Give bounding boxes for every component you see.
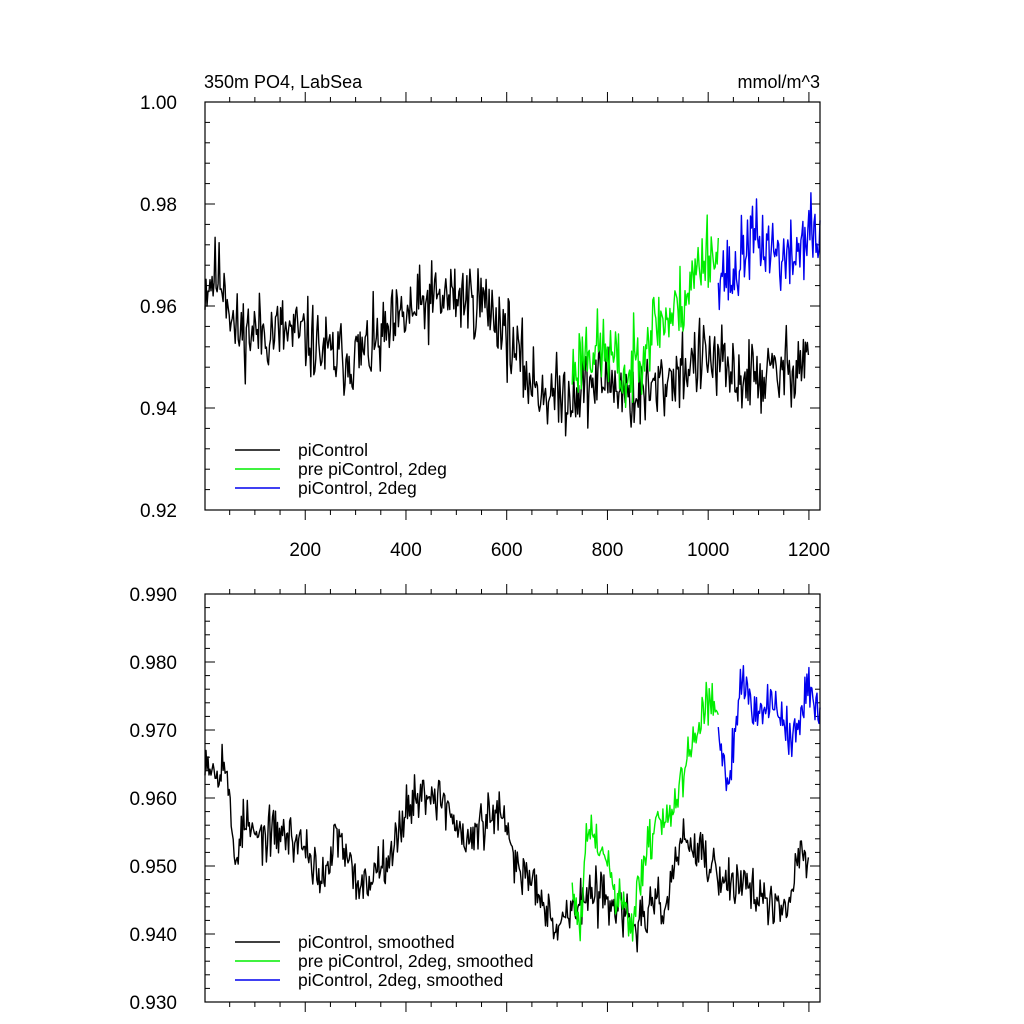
x-tick-label: 1200 (788, 540, 830, 561)
top-panel: 350m PO4, LabSea mmol/m^3 0.920.940.960.… (140, 72, 830, 561)
y-tick-label: 0.980 (129, 653, 177, 674)
series-line-pre-picontrol-2deg-smoothed (571, 681, 719, 942)
top-panel-series (204, 192, 821, 437)
series-line-picontrol-2deg (717, 192, 821, 311)
x-tick-label: 1000 (687, 540, 729, 561)
legend-label: piControl (298, 440, 368, 460)
y-tick-label: 0.990 (129, 585, 177, 606)
bottom-panel-series (204, 665, 821, 953)
legend-label: piControl, smoothed (298, 932, 455, 952)
legend-label: pre piControl, 2deg, smoothed (298, 951, 533, 971)
series-line-pre-picontrol-2deg (571, 214, 719, 409)
y-tick-label: 0.92 (140, 501, 177, 522)
bottom-panel: 0.930 0.940 0.950 0.960 0.970 0.980 0.990 piCo… (129, 584, 821, 1014)
y-tick-label: 0.950 (129, 857, 177, 878)
y-tick-label: 1.00 (140, 93, 177, 114)
top-panel-units: mmol/m^3 (738, 72, 820, 92)
bottom-panel-frame (204, 593, 821, 1003)
series-line-picontrol-2deg-smoothed (717, 665, 821, 792)
bottom-panel-axes: 0.930 0.940 0.950 0.960 0.970 0.980 0.990 (129, 584, 820, 1014)
top-panel-axes: 0.92 0.94 0.96 0.98 1.00 200 400 600 800 1000 1200 (140, 92, 830, 561)
x-tick-label: 800 (592, 540, 624, 561)
y-tick-label: 0.960 (129, 789, 177, 810)
x-tick-label: 400 (390, 540, 422, 561)
y-tick-label: 0.970 (129, 721, 177, 742)
top-panel-frame (204, 101, 821, 511)
y-tick-label: 0.98 (140, 195, 177, 216)
series-line-picontrol-smoothed (204, 743, 810, 953)
x-tick-label: 600 (491, 540, 523, 561)
legend-label: piControl, 2deg (298, 478, 417, 498)
y-tick-label: 0.94 (140, 399, 177, 420)
legend-label: piControl, 2deg, smoothed (298, 970, 503, 990)
y-tick-label: 0.940 (129, 925, 177, 946)
y-tick-label: 0.930 (129, 993, 177, 1014)
legend-label: pre piControl, 2deg (298, 459, 447, 479)
series-line-picontrol (204, 236, 810, 437)
top-panel-title: 350m PO4, LabSea (204, 72, 363, 92)
y-tick-label: 0.96 (140, 297, 177, 318)
x-tick-label: 200 (289, 540, 321, 561)
